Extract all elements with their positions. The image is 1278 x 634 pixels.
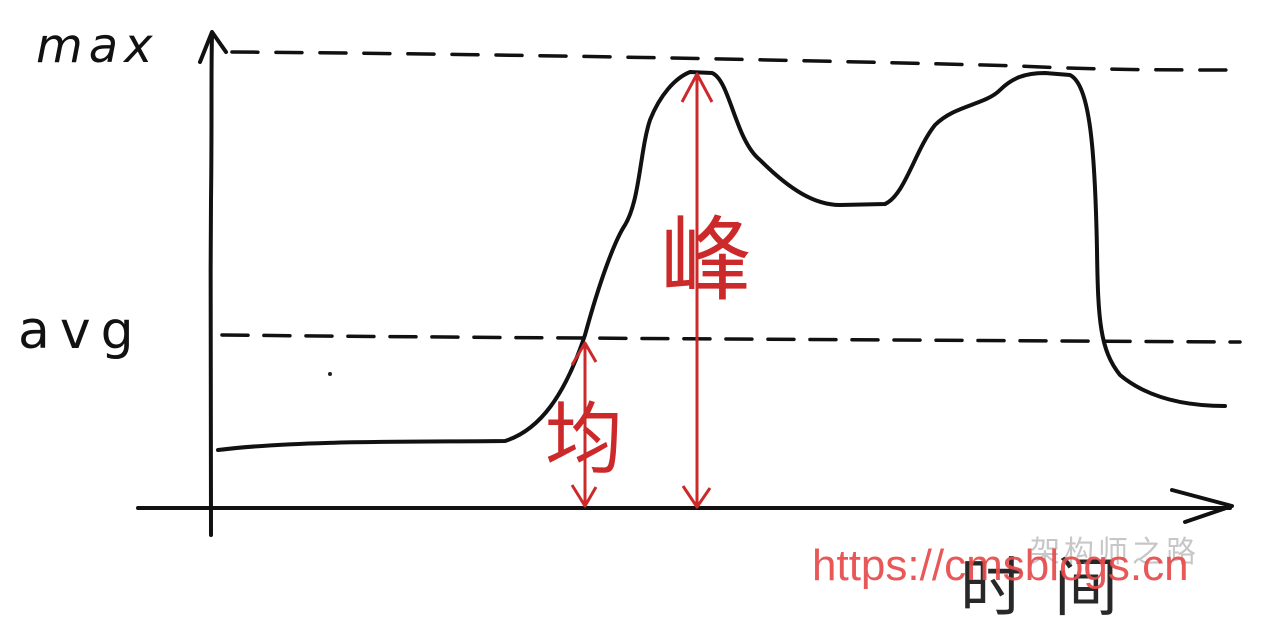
traffic-curve [216, 70, 1227, 452]
avg-label: avg [18, 301, 144, 361]
watermark-ghost-text: 架构师之路 [1030, 535, 1200, 570]
peak-annotation: 峰 [660, 207, 752, 314]
peak-height-arrow [680, 72, 714, 509]
x-axis-label: 时间 [960, 552, 1148, 626]
y-axis [208, 33, 214, 537]
y-axis-arrowhead [198, 30, 228, 64]
x-axis-arrowhead [1170, 488, 1234, 524]
stray-dot [328, 372, 332, 376]
max-label: max [36, 18, 159, 74]
x-axis [136, 506, 1232, 511]
average-height-arrow [570, 341, 598, 508]
average-annotation: 均 [545, 395, 623, 485]
max-dashed-line [230, 50, 1230, 72]
watermark-url: https://cmsblogs.cn [812, 541, 1189, 590]
avg-dashed-line [220, 333, 1242, 344]
